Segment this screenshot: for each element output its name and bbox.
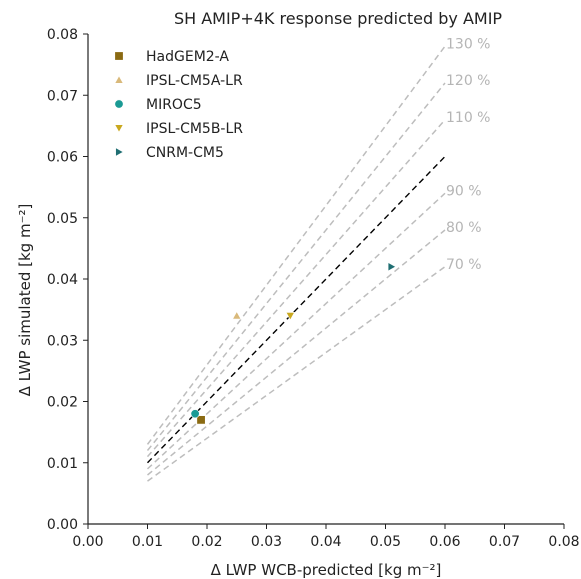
- legend-label: IPSL-CM5A-LR: [146, 73, 243, 89]
- data-points: [190, 262, 397, 425]
- y-tick-label: 0.08: [47, 27, 78, 43]
- legend-label: CNRM-CM5: [146, 145, 224, 161]
- data-point: [232, 310, 242, 320]
- legend-label: MIROC5: [146, 97, 202, 113]
- reference-line-label: 130 %: [446, 36, 490, 52]
- axes: 0.00 0.01 0.02 0.03 0.04 0.05 0.06 0.07 0.08 0.00…: [47, 27, 580, 550]
- legend-label: HadGEM2-A: [146, 49, 229, 65]
- x-tick-label: 0.06: [429, 534, 460, 550]
- x-tick-label: 0.08: [548, 534, 579, 550]
- x-tick-label: 0.00: [72, 534, 103, 550]
- x-tick-label: 0.02: [191, 534, 222, 550]
- legend-marker: [114, 99, 124, 109]
- legend-label: IPSL-CM5B-LR: [146, 121, 243, 137]
- reference-line-label: 120 %: [446, 73, 490, 89]
- legend-marker: [115, 147, 124, 157]
- y-tick-label: 0.04: [47, 272, 78, 288]
- data-point: [387, 262, 397, 272]
- y-tick-label: 0.00: [47, 517, 78, 533]
- data-point: [190, 409, 200, 419]
- reference-line-label: 80 %: [446, 220, 482, 236]
- legend-marker: [114, 51, 124, 61]
- data-point: [196, 415, 206, 425]
- reference-line: [146, 192, 446, 470]
- x-axis-label: Δ LWP WCB-predicted [kg m⁻²]: [211, 561, 442, 579]
- x-tick-label: 0.07: [489, 534, 520, 550]
- x-tick-label: 0.01: [132, 534, 163, 550]
- reference-line-label: 110 %: [446, 110, 490, 126]
- y-tick-label: 0.07: [47, 88, 78, 104]
- legend-marker: [114, 124, 124, 133]
- reference-line-label: 70 %: [446, 257, 482, 273]
- reference-lines: 130 % 120 % 110 % 90 % 80 % 70 %: [146, 36, 490, 482]
- legend: HadGEM2-A IPSL-CM5A-LR MIROC5 IPSL-CM5B-LR C…: [114, 49, 243, 161]
- y-tick-label: 0.02: [47, 395, 78, 411]
- y-axis-label: Δ LWP simulated [kg m⁻²]: [16, 204, 34, 397]
- y-tick-label: 0.01: [47, 456, 78, 472]
- y-tick-label: 0.06: [47, 150, 78, 166]
- y-tick-label: 0.03: [47, 333, 78, 349]
- legend-marker: [114, 75, 124, 84]
- data-point: [285, 312, 296, 321]
- reference-line-label: 90 %: [446, 183, 482, 199]
- x-tick-label: 0.04: [310, 534, 341, 550]
- reference-line: [146, 82, 446, 451]
- reference-line: [147, 229, 446, 476]
- chart-title: SH AMIP+4K response predicted by AMIP: [174, 9, 502, 28]
- reference-line: [147, 266, 446, 482]
- reference-line: [146, 119, 446, 458]
- reference-line: [146, 45, 446, 445]
- x-tick-label: 0.05: [370, 534, 401, 550]
- y-tick-label: 0.05: [47, 211, 78, 227]
- x-tick-label: 0.03: [251, 534, 282, 550]
